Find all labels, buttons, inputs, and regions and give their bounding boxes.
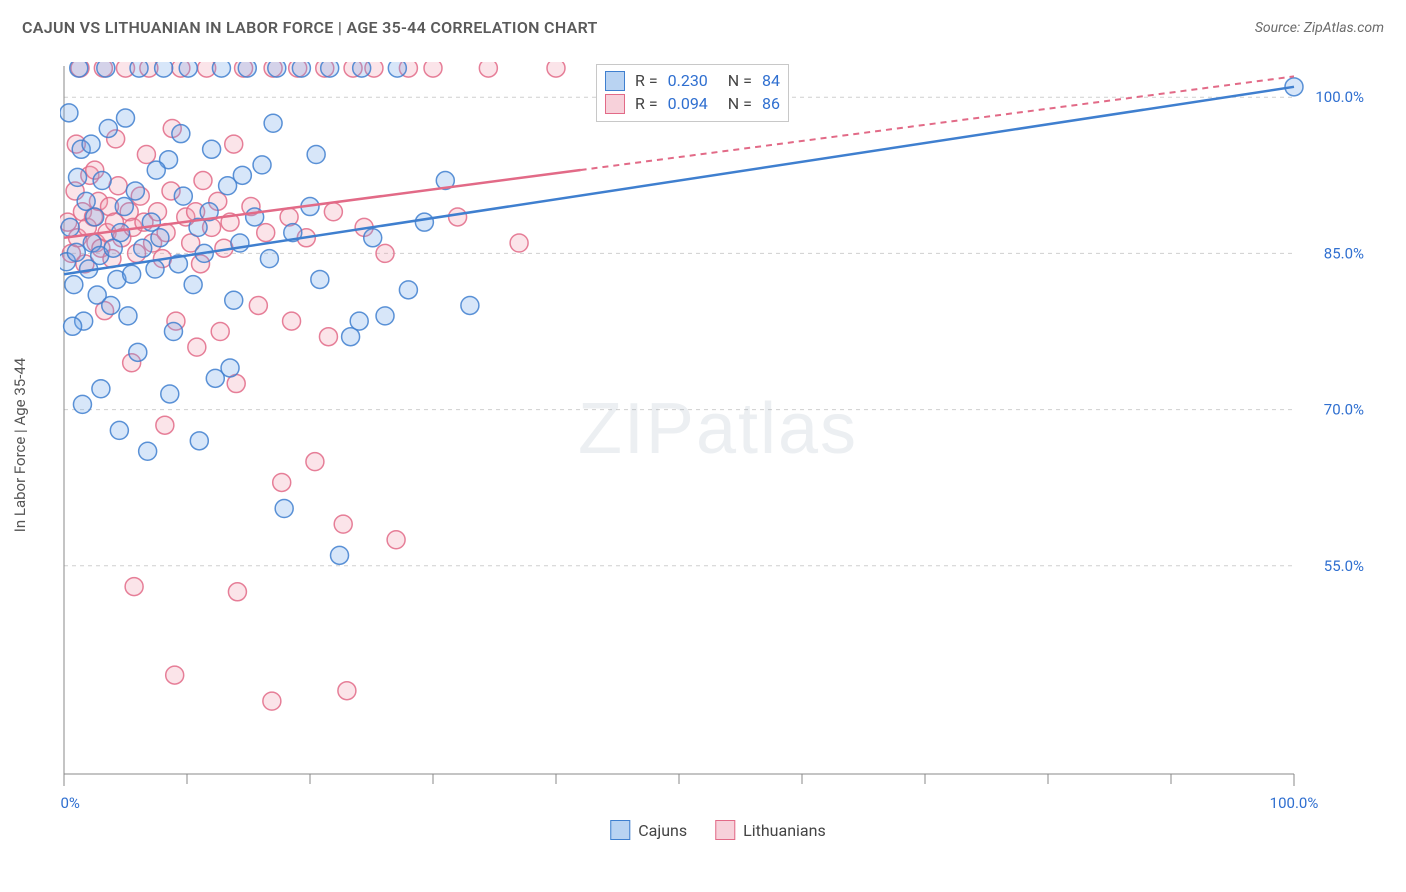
r-value-cajuns: 0.230 (668, 69, 708, 92)
svg-text:85.0%: 85.0% (1324, 244, 1364, 262)
y-axis-label: In Labor Force | Age 35-44 (11, 358, 29, 532)
svg-text:55.0%: 55.0% (1324, 557, 1364, 575)
n-value-lith: 86 (762, 92, 780, 115)
swatch-cajuns (605, 71, 625, 91)
chart-header: CAJUN VS LITHUANIAN IN LABOR FORCE | AGE… (0, 0, 1406, 43)
scatter-plot: 55.0% 70.0% 85.0% 100.0% 0.0% 100.0% (60, 62, 1372, 822)
n-label: N = (728, 92, 752, 115)
n-label: N = (728, 69, 752, 92)
legend-label: Lithuanians (743, 821, 826, 840)
svg-text:70.0%: 70.0% (1324, 401, 1364, 419)
svg-text:100.0%: 100.0% (1270, 794, 1319, 812)
legend-item-cajuns: Cajuns (610, 820, 687, 840)
swatch-lithuanians (605, 94, 625, 114)
chart-container: In Labor Force | Age 35-44 55.0%70.0%85.… (48, 50, 1388, 840)
chart-source: Source: ZipAtlas.com (1255, 20, 1384, 36)
r-label: R = (635, 69, 658, 92)
correlation-row-lith: R = 0.094 N = 86 (605, 92, 780, 115)
svg-text:0.0%: 0.0% (60, 794, 80, 812)
swatch-lithuanians (715, 820, 735, 840)
legend-label: Cajuns (638, 821, 687, 840)
n-value-cajuns: 84 (762, 69, 780, 92)
correlation-row-cajuns: R = 0.230 N = 84 (605, 69, 780, 92)
legend: Cajuns Lithuanians (610, 820, 825, 840)
chart-title: CAJUN VS LITHUANIAN IN LABOR FORCE | AGE… (22, 18, 598, 37)
correlation-box: R = 0.230 N = 84 R = 0.094 N = 86 (596, 64, 789, 122)
r-value-lith: 0.094 (668, 92, 708, 115)
legend-item-lith: Lithuanians (715, 820, 826, 840)
svg-text:100.0%: 100.0% (1315, 88, 1364, 106)
swatch-cajuns (610, 820, 630, 840)
r-label: R = (635, 92, 658, 115)
